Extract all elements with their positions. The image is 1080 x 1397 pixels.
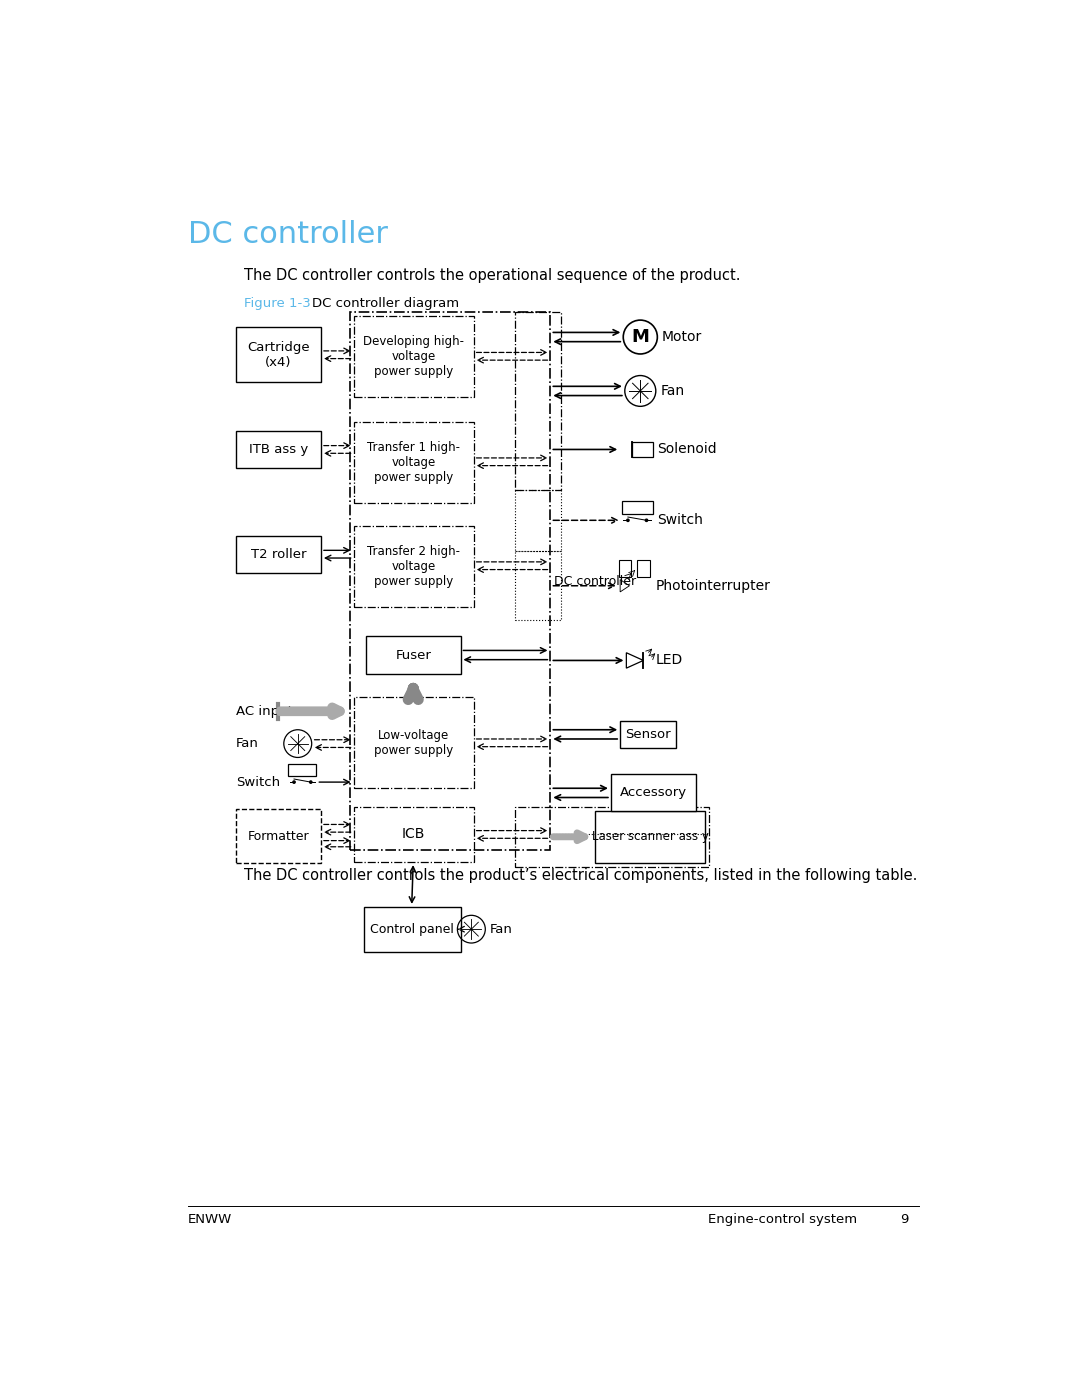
Text: Switch: Switch (658, 513, 703, 527)
Bar (622, 500, 652, 514)
Bar (235, 432, 321, 468)
Text: Formatter: Formatter (247, 830, 309, 842)
Text: Accessory: Accessory (620, 787, 687, 799)
Text: ITB ass y: ITB ass y (248, 443, 308, 455)
Bar (620, 721, 676, 749)
Text: Transfer 2 high-
voltage
power supply: Transfer 2 high- voltage power supply (367, 545, 460, 588)
Bar (353, 422, 474, 503)
Bar (364, 907, 460, 951)
Text: ICB: ICB (402, 827, 426, 841)
Text: Figure 1-3: Figure 1-3 (243, 298, 310, 310)
Bar (632, 441, 652, 457)
Text: Control panel: Control panel (370, 922, 454, 936)
Text: Switch: Switch (235, 775, 280, 788)
Text: ENWW: ENWW (188, 1214, 232, 1227)
Bar (611, 774, 697, 812)
Bar (350, 313, 551, 849)
Text: LED: LED (656, 654, 683, 668)
Bar (637, 560, 649, 577)
Text: DC controller diagram: DC controller diagram (312, 298, 459, 310)
Text: Transfer 1 high-
voltage
power supply: Transfer 1 high- voltage power supply (367, 440, 460, 483)
Bar (235, 535, 321, 573)
Bar (353, 806, 474, 862)
Text: M: M (632, 328, 649, 346)
Circle shape (626, 520, 629, 521)
Bar (595, 810, 705, 863)
Bar (366, 636, 460, 675)
Text: Fan: Fan (235, 738, 258, 750)
Circle shape (293, 781, 295, 784)
Text: The DC controller controls the operational sequence of the product.: The DC controller controls the operation… (243, 268, 740, 282)
Bar (353, 316, 474, 397)
Text: Cartridge
(x4): Cartridge (x4) (247, 341, 310, 369)
Text: Sensor: Sensor (625, 728, 671, 740)
Bar (353, 697, 474, 788)
Text: Fuser: Fuser (395, 648, 431, 662)
Text: Engine-control system: Engine-control system (708, 1214, 858, 1227)
Text: Fan: Fan (661, 384, 685, 398)
Text: Photointerrupter: Photointerrupter (656, 578, 771, 592)
Bar (515, 550, 562, 620)
Text: Fan: Fan (490, 922, 513, 936)
Text: Solenoid: Solenoid (658, 443, 717, 457)
Bar (353, 525, 474, 606)
Text: T2 roller: T2 roller (251, 548, 306, 560)
Bar (619, 560, 631, 577)
Text: Laser scanner ass y: Laser scanner ass y (592, 830, 708, 844)
Text: The DC controller controls the product’s electrical components, listed in the fo: The DC controller controls the product’s… (243, 869, 917, 883)
Bar (515, 489, 562, 550)
Text: Low-voltage
power supply: Low-voltage power supply (374, 729, 454, 757)
Bar (235, 327, 321, 383)
Text: DC controller: DC controller (188, 219, 388, 249)
Bar (235, 809, 321, 863)
Circle shape (310, 781, 312, 784)
Text: AC input: AC input (235, 704, 293, 718)
Text: Developing high-
voltage
power supply: Developing high- voltage power supply (363, 335, 464, 379)
Circle shape (646, 520, 648, 521)
Bar (515, 313, 562, 489)
Bar (288, 764, 316, 775)
Text: DC controller: DC controller (554, 574, 636, 588)
Text: Motor: Motor (662, 330, 702, 344)
Text: 9: 9 (900, 1214, 908, 1227)
Bar (515, 806, 708, 866)
